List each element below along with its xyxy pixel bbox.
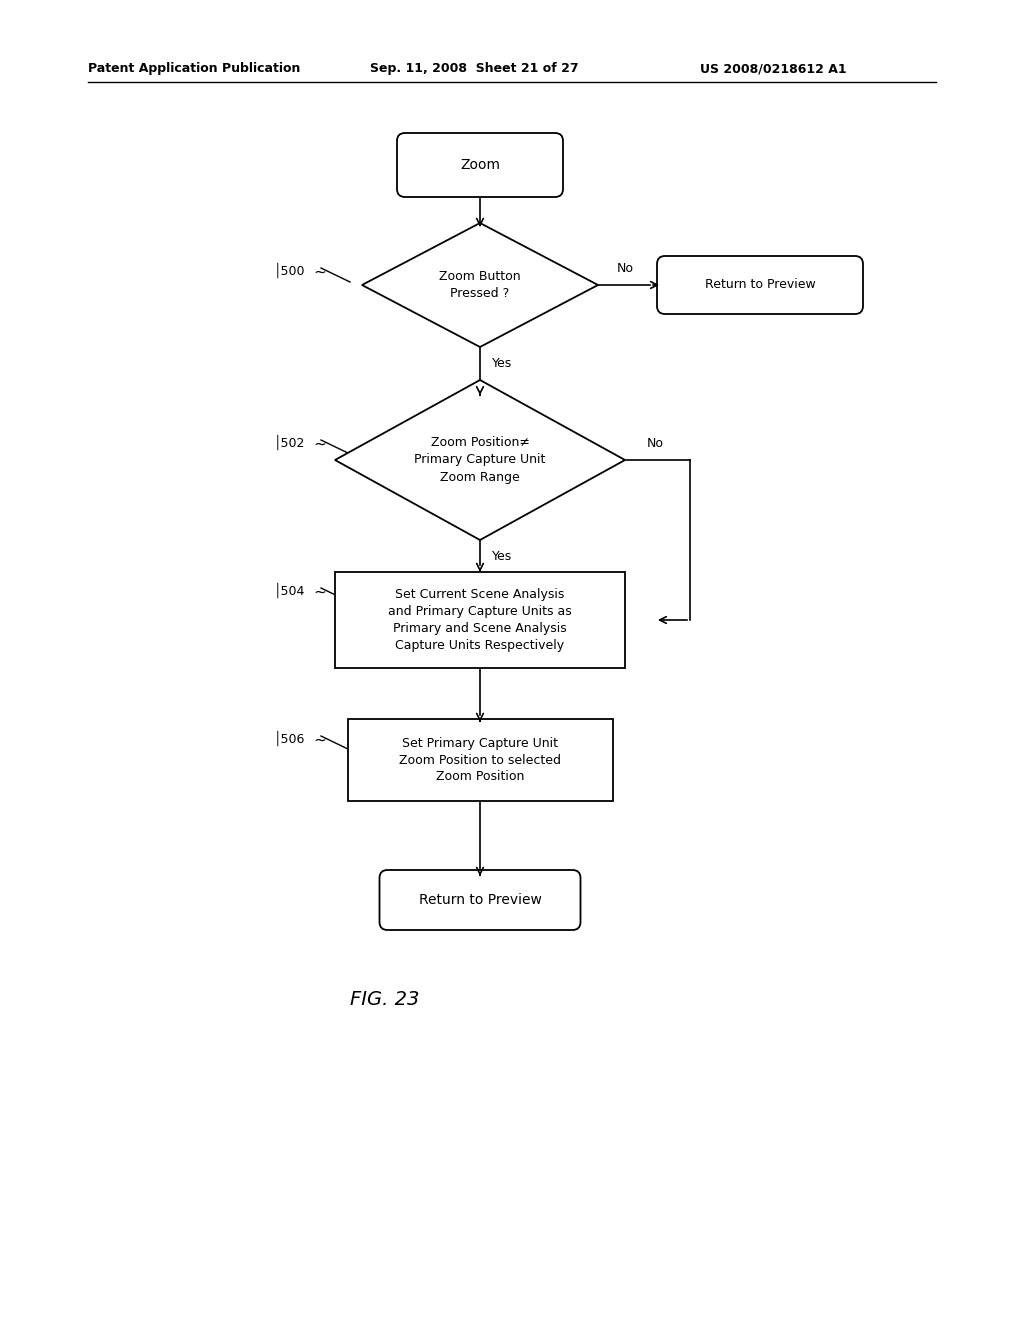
Text: US 2008/0218612 A1: US 2008/0218612 A1 xyxy=(700,62,847,75)
Text: ~: ~ xyxy=(313,585,326,599)
Text: ~: ~ xyxy=(313,733,326,747)
FancyBboxPatch shape xyxy=(657,256,863,314)
Text: ~: ~ xyxy=(313,437,326,451)
Text: No: No xyxy=(646,437,664,450)
Text: │502: │502 xyxy=(273,434,305,450)
Text: Return to Preview: Return to Preview xyxy=(705,279,815,292)
Text: Zoom: Zoom xyxy=(460,158,500,172)
FancyBboxPatch shape xyxy=(380,870,581,931)
Text: Patent Application Publication: Patent Application Publication xyxy=(88,62,300,75)
Text: │504: │504 xyxy=(273,582,305,598)
Bar xyxy=(347,719,612,801)
Text: Zoom Position≠
Primary Capture Unit
Zoom Range: Zoom Position≠ Primary Capture Unit Zoom… xyxy=(415,437,546,483)
Polygon shape xyxy=(335,380,625,540)
Text: Yes: Yes xyxy=(492,550,512,564)
Text: ~: ~ xyxy=(313,264,326,280)
FancyBboxPatch shape xyxy=(397,133,563,197)
Text: No: No xyxy=(616,261,634,275)
Text: Zoom Button
Pressed ?: Zoom Button Pressed ? xyxy=(439,271,521,300)
Text: │500: │500 xyxy=(273,263,305,277)
Text: FIG. 23: FIG. 23 xyxy=(350,990,420,1008)
Polygon shape xyxy=(362,223,598,347)
Text: Yes: Yes xyxy=(492,356,512,370)
Text: Sep. 11, 2008  Sheet 21 of 27: Sep. 11, 2008 Sheet 21 of 27 xyxy=(370,62,579,75)
Text: Set Current Scene Analysis
and Primary Capture Units as
Primary and Scene Analys: Set Current Scene Analysis and Primary C… xyxy=(388,587,571,652)
Bar xyxy=(335,572,625,668)
Text: Return to Preview: Return to Preview xyxy=(419,894,542,907)
Text: Set Primary Capture Unit
Zoom Position to selected
Zoom Position: Set Primary Capture Unit Zoom Position t… xyxy=(399,737,561,784)
Text: │506: │506 xyxy=(273,730,305,746)
